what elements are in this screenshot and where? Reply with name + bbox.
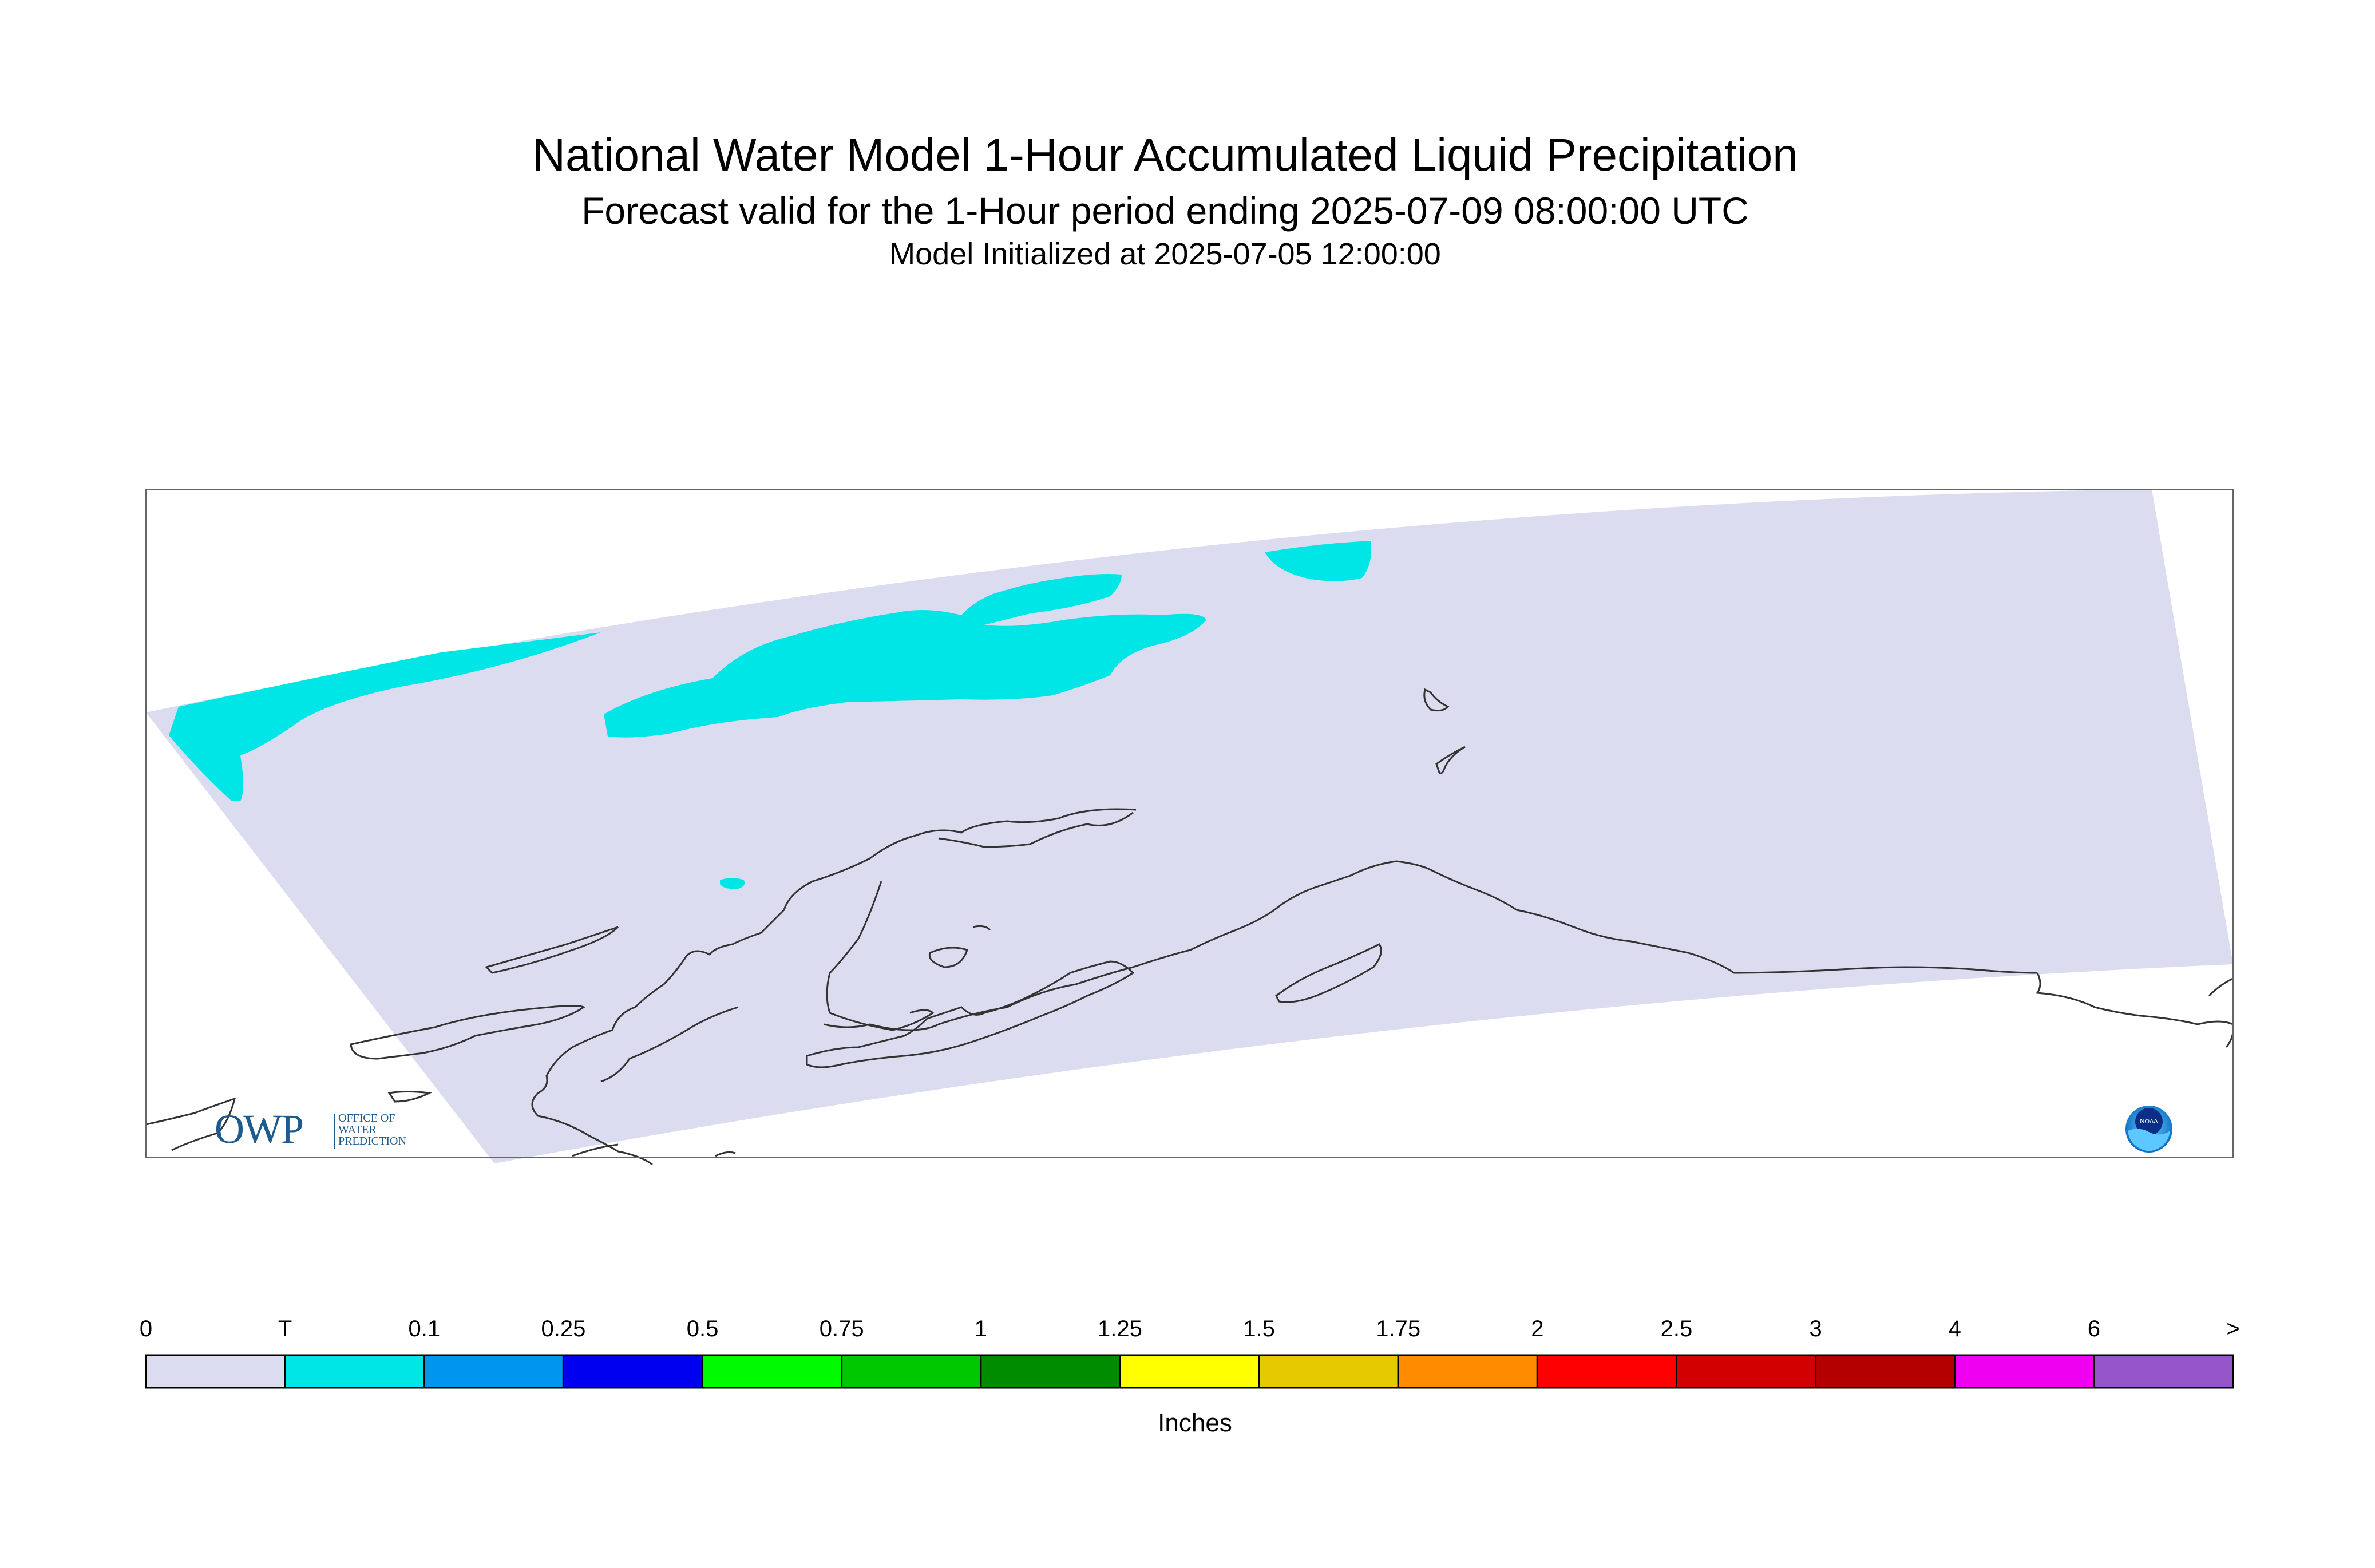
legend-swatch	[2093, 1354, 2234, 1389]
precip-area-central-band	[604, 574, 1206, 738]
legend-swatch	[980, 1354, 1121, 1389]
legend-swatch	[1258, 1354, 1399, 1389]
map-frame	[145, 489, 2234, 1158]
legend-swatch	[1397, 1354, 1538, 1389]
legend-label: 1.75	[1376, 1316, 1421, 1341]
coastline-siberia	[350, 1005, 585, 1060]
legend-label: 0.25	[541, 1316, 586, 1341]
coastline-canada-east	[2208, 977, 2234, 1048]
noaa-logo-text: NOAA	[2140, 1118, 2158, 1125]
coastline-banks	[1423, 688, 1450, 712]
coastline-bristol-bay	[826, 881, 935, 1031]
coastline-banks-2	[1435, 746, 1466, 774]
coastline-south	[824, 860, 2038, 1031]
coastline-chukotka-south	[600, 1006, 739, 1083]
owp-logo-text: OWP	[215, 1106, 304, 1152]
legend-swatch	[841, 1354, 982, 1389]
legend-label: 0.75	[819, 1316, 864, 1341]
legend-label: 0	[139, 1316, 153, 1341]
legend-label: 4	[1948, 1316, 1961, 1341]
legend-swatch	[145, 1354, 286, 1389]
legend-label: 3	[1809, 1316, 1822, 1341]
legend-colorbar	[145, 1354, 2234, 1389]
coastline-mainland	[531, 808, 1137, 1166]
legend-swatch	[1815, 1354, 1956, 1389]
owp-logo-line1: OFFICE OF	[338, 1112, 395, 1124]
map-subtitle: Forecast valid for the 1-Hour period end…	[581, 189, 1749, 232]
coastline-peninsula	[806, 960, 1135, 1068]
legend-units: Inches	[1158, 1409, 1232, 1437]
legend-swatch	[284, 1354, 425, 1389]
legend-label: >	[2226, 1316, 2240, 1341]
map-title: National Water Model 1-Hour Accumulated …	[532, 129, 1798, 180]
legend-swatch	[423, 1354, 564, 1389]
precip-area-small-cell	[720, 878, 745, 889]
legend-swatch	[1675, 1354, 1817, 1389]
coastline-sw-lines	[572, 1143, 736, 1157]
coastline-st-lawrence	[485, 926, 619, 974]
owp-logo-divider	[334, 1114, 335, 1149]
legend-label: 0.1	[408, 1316, 441, 1341]
precip-area-northern-cell	[1265, 541, 1371, 581]
model-init-time: Model Initialized at 2025-07-05 12:00:00	[889, 237, 1441, 271]
coastline-canada	[2036, 972, 2234, 1025]
owp-logo: OWP OFFICE OF WATER PREDICTION	[215, 1106, 432, 1154]
owp-logo-line2: WATER	[338, 1123, 377, 1136]
legend-swatch	[1954, 1354, 2095, 1389]
legend-swatch	[562, 1354, 704, 1389]
legend-label: 0.5	[686, 1316, 719, 1341]
legend-label: 1.5	[1243, 1316, 1275, 1341]
coastline-pribilof	[972, 925, 991, 931]
noaa-logo: NOAA	[2125, 1106, 2172, 1153]
coastline-north-slope	[938, 811, 1134, 848]
coastline-sw-corner	[387, 1091, 433, 1103]
coastline-far-west	[145, 1097, 236, 1151]
legend-swatch	[1536, 1354, 1677, 1389]
coastline-nunivak	[928, 947, 968, 968]
model-domain	[146, 489, 2233, 1163]
legend-swatch	[1119, 1354, 1260, 1389]
legend-swatch	[702, 1354, 843, 1389]
legend-label: 1	[974, 1316, 987, 1341]
legend-label: 2	[1531, 1316, 1544, 1341]
legend-label: 2.5	[1660, 1316, 1693, 1341]
coastline-kodiak	[1275, 943, 1382, 1003]
legend-label: 6	[2087, 1316, 2100, 1341]
precip-area-northwest	[169, 632, 601, 801]
legend-label: 1.25	[1097, 1316, 1142, 1341]
coastlines	[145, 688, 2234, 1166]
owp-logo-line3: PREDICTION	[338, 1135, 406, 1147]
legend-label: T	[278, 1316, 292, 1341]
